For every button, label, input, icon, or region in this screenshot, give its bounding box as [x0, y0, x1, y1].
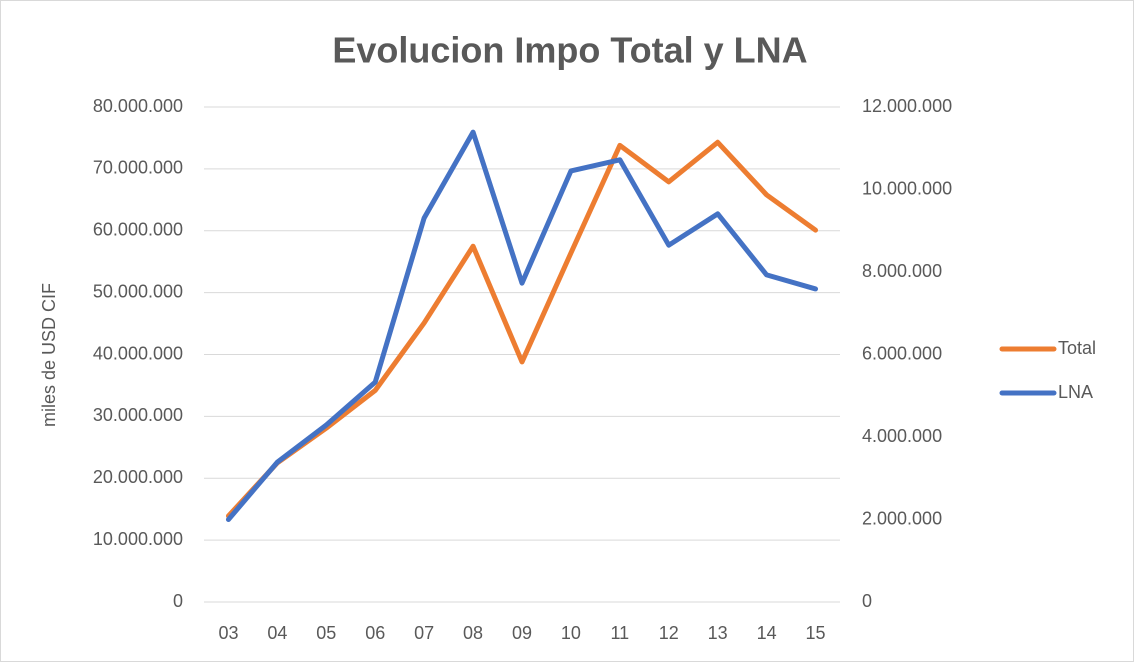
x-tick-label: 13 [708, 623, 728, 643]
legend-label: Total [1058, 338, 1096, 358]
y2-tick-label: 10.000.000 [862, 178, 952, 198]
x-tick-label: 06 [365, 623, 385, 643]
x-tick-label: 11 [611, 623, 630, 643]
y-tick-label: 50.000.000 [93, 281, 183, 301]
x-tick-label: 08 [463, 623, 483, 643]
y-tick-label: 0 [173, 591, 183, 611]
x-tick-label: 07 [414, 623, 434, 643]
y2-tick-label: 6.000.000 [862, 343, 942, 363]
x-tick-label: 12 [659, 623, 679, 643]
y-tick-label: 10.000.000 [93, 529, 183, 549]
y-tick-label: 70.000.000 [93, 158, 183, 178]
x-tick-label: 15 [806, 623, 826, 643]
legend-label: LNA [1058, 382, 1093, 402]
y2-tick-label: 12.000.000 [862, 96, 952, 116]
y-tick-label: 60.000.000 [93, 220, 183, 240]
y2-tick-label: 4.000.000 [862, 426, 942, 446]
y2-tick-label: 8.000.000 [862, 261, 942, 281]
x-tick-label: 04 [267, 623, 287, 643]
y2-tick-label: 0 [862, 591, 872, 611]
x-tick-label: 10 [561, 623, 581, 643]
chart-title: Evolucion Impo Total y LNA [332, 30, 807, 71]
x-tick-label: 03 [218, 623, 238, 643]
y2-tick-label: 2.000.000 [862, 508, 942, 528]
x-tick-label: 05 [316, 623, 336, 643]
x-tick-label: 09 [512, 623, 532, 643]
y-axis-label: miles de USD CIF [39, 283, 59, 427]
y-tick-label: 20.000.000 [93, 467, 183, 487]
series-line [225, 129, 819, 522]
x-tick-label: 14 [757, 623, 777, 643]
y-tick-label: 40.000.000 [93, 343, 183, 363]
y-tick-label: 80.000.000 [93, 96, 183, 116]
y-tick-label: 30.000.000 [93, 405, 183, 425]
